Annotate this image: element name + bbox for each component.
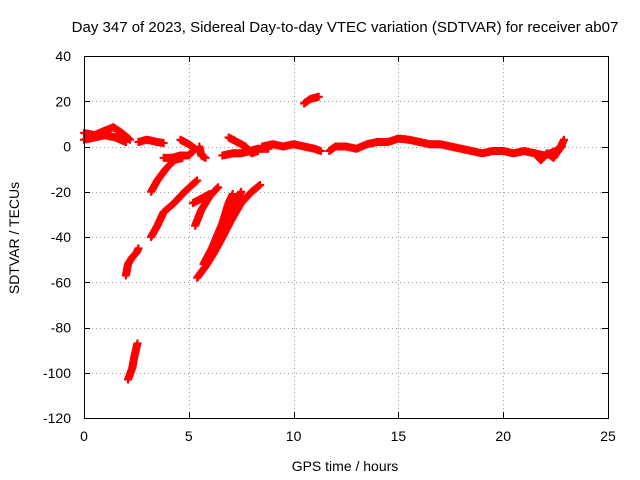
- x-tick-label: 10: [286, 428, 302, 444]
- y-tick-label: 0: [63, 139, 71, 155]
- data-segment: [121, 244, 143, 280]
- data-segment: [205, 180, 265, 264]
- x-tick-label: 20: [495, 428, 511, 444]
- data-point: [159, 153, 168, 162]
- data-points: [80, 92, 568, 384]
- data-point: [314, 92, 323, 101]
- plot-frame: [84, 56, 609, 419]
- data-segment: [191, 183, 223, 230]
- x-tick-label: 5: [185, 428, 193, 444]
- data-point: [228, 190, 237, 199]
- data-point: [316, 147, 325, 156]
- y-axis-label: SDTVAR / TECUs: [6, 182, 22, 294]
- data-segment: [300, 92, 323, 108]
- data-segment: [80, 131, 130, 146]
- y-tick-label: -120: [43, 410, 71, 426]
- x-tick-labels: 0 5 10 15 20 25: [80, 428, 616, 444]
- data-point: [559, 135, 568, 144]
- data-segment: [325, 134, 566, 160]
- data-segment: [195, 142, 210, 162]
- data-segment: [224, 133, 262, 158]
- data-point: [214, 183, 223, 192]
- axis-ticks: [84, 56, 609, 419]
- data-point: [178, 153, 187, 162]
- x-tick-label: 15: [391, 428, 407, 444]
- chart-title: Day 347 of 2023, Sidereal Day-to-day VTE…: [72, 19, 619, 36]
- data-segment: [134, 135, 168, 148]
- y-tick-label: -80: [51, 320, 71, 336]
- data-segment: [124, 339, 142, 384]
- x-tick-label: 25: [600, 428, 616, 444]
- data-segment: [188, 190, 214, 208]
- y-tick-label: -20: [51, 184, 71, 200]
- data-point: [253, 147, 262, 156]
- data-point: [121, 137, 130, 146]
- y-tick-label: 20: [55, 93, 71, 109]
- y-tick-labels: 40 20 0 -20 -40 -60 -80 -100 -120: [43, 48, 71, 426]
- x-tick-label: 0: [80, 428, 88, 444]
- data-point: [133, 339, 142, 348]
- y-tick-label: -100: [43, 365, 71, 381]
- data-segment: [530, 135, 568, 165]
- y-tick-label: 40: [55, 48, 71, 64]
- x-axis-label: GPS time / hours: [292, 458, 399, 474]
- data-point: [237, 187, 246, 196]
- data-point: [205, 190, 214, 199]
- data-segment: [147, 176, 202, 241]
- y-tick-label: -40: [51, 229, 71, 245]
- data-segment: [258, 140, 325, 156]
- y-tick-label: -60: [51, 274, 71, 290]
- data-point: [193, 176, 202, 185]
- data-point: [201, 153, 210, 162]
- data-segment: [147, 153, 187, 196]
- data-point: [134, 244, 143, 253]
- data-point: [256, 180, 265, 189]
- grid-lines: [84, 56, 608, 418]
- data-point: [126, 135, 135, 144]
- data-point: [159, 139, 168, 148]
